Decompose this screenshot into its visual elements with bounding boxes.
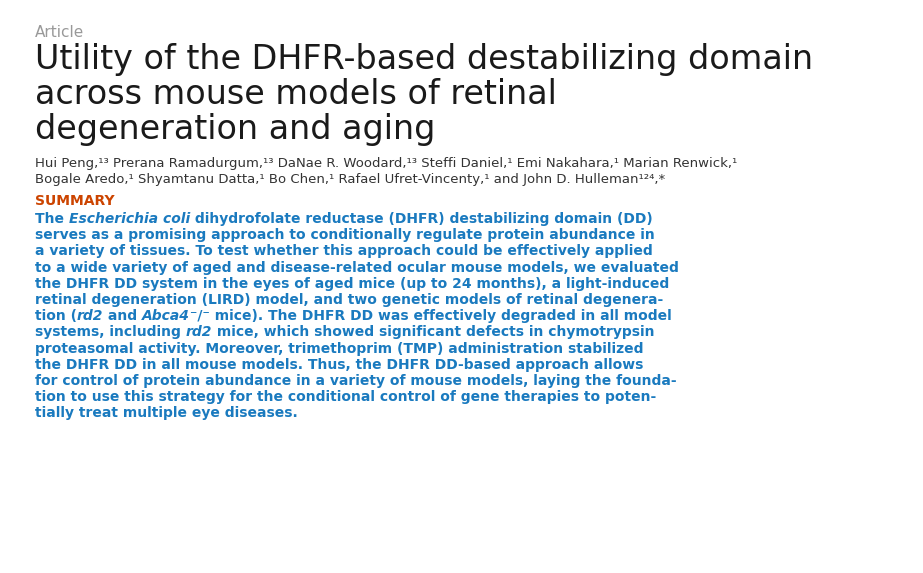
Text: mice, which showed significant defects in chymotrypsin: mice, which showed significant defects i… (212, 325, 654, 339)
Text: the DHFR DD system in the eyes of aged mice (up to 24 months), a light-induced: the DHFR DD system in the eyes of aged m… (35, 277, 669, 291)
Text: the DHFR DD in all mouse models. Thus, the DHFR DD-based approach allows: the DHFR DD in all mouse models. Thus, t… (35, 358, 643, 372)
Text: proteasomal activity. Moreover, trimethoprim (TMP) administration stabilized: proteasomal activity. Moreover, trimetho… (35, 342, 643, 356)
Text: a variety of tissues. To test whether this approach could be effectively applied: a variety of tissues. To test whether th… (35, 244, 653, 258)
Text: Article: Article (35, 25, 84, 40)
Text: tion to use this strategy for the conditional control of gene therapies to poten: tion to use this strategy for the condit… (35, 390, 656, 404)
Text: across mouse models of retinal: across mouse models of retinal (35, 78, 557, 111)
Text: systems, including: systems, including (35, 325, 186, 339)
Text: Hui Peng,¹³ Prerana Ramadurgum,¹³ DaNae R. Woodard,¹³ Steffi Daniel,¹ Emi Nakaha: Hui Peng,¹³ Prerana Ramadurgum,¹³ DaNae … (35, 158, 737, 170)
Text: retinal degeneration (LIRD) model, and two genetic models of retinal degenera-: retinal degeneration (LIRD) model, and t… (35, 293, 664, 307)
Text: The: The (35, 212, 69, 226)
Text: and: and (103, 309, 142, 323)
Text: Bogale Aredo,¹ Shyamtanu Datta,¹ Bo Chen,¹ Rafael Ufret-Vincenty,¹ and John D. H: Bogale Aredo,¹ Shyamtanu Datta,¹ Bo Chen… (35, 173, 665, 186)
Text: Utility of the DHFR-based destabilizing domain: Utility of the DHFR-based destabilizing … (35, 43, 813, 76)
Text: tion (: tion ( (35, 309, 77, 323)
Text: rd2: rd2 (77, 309, 103, 323)
Text: Escherichia coli: Escherichia coli (69, 212, 190, 226)
Text: degeneration and aging: degeneration and aging (35, 113, 436, 146)
Text: SUMMARY: SUMMARY (35, 194, 114, 208)
Text: dihydrofolate reductase (DHFR) destabilizing domain (DD): dihydrofolate reductase (DHFR) destabili… (190, 212, 653, 226)
Text: rd2: rd2 (186, 325, 212, 339)
Text: tially treat multiple eye diseases.: tially treat multiple eye diseases. (35, 406, 298, 421)
Text: ⁻/⁻ mice). The DHFR DD was effectively degraded in all model: ⁻/⁻ mice). The DHFR DD was effectively d… (190, 309, 672, 323)
Text: to a wide variety of aged and disease-related ocular mouse models, we evaluated: to a wide variety of aged and disease-re… (35, 261, 679, 274)
Text: serves as a promising approach to conditionally regulate protein abundance in: serves as a promising approach to condit… (35, 228, 654, 242)
Text: for control of protein abundance in a variety of mouse models, laying the founda: for control of protein abundance in a va… (35, 374, 677, 388)
Text: Abca4: Abca4 (142, 309, 190, 323)
